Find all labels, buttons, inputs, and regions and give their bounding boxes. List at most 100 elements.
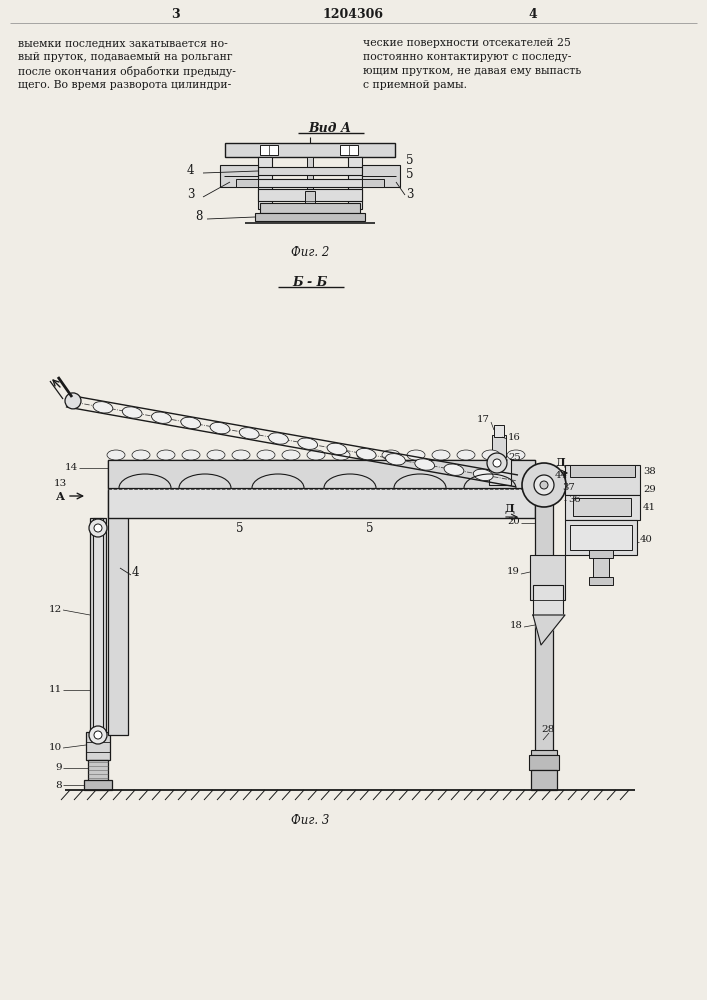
Ellipse shape [122, 407, 142, 418]
Ellipse shape [457, 450, 475, 460]
Text: 4: 4 [132, 566, 139, 580]
Ellipse shape [507, 450, 525, 460]
Text: Вид А: Вид А [308, 121, 351, 134]
Bar [531, 770, 557, 790]
Text: 9: 9 [55, 764, 62, 772]
Text: ющим прутком, не давая ему выпасть: ющим прутком, не давая ему выпасть [363, 66, 581, 76]
Text: щего. Во время разворота цилиндри-: щего. Во время разворота цилиндри- [18, 80, 231, 90]
Text: 5: 5 [366, 522, 374, 534]
Ellipse shape [332, 450, 350, 460]
Text: 40: 40 [640, 536, 653, 544]
Ellipse shape [549, 500, 553, 505]
Text: Фиг. 3: Фиг. 3 [291, 814, 329, 826]
Text: Д: Д [556, 458, 566, 468]
Bar [258, 157, 272, 209]
Ellipse shape [535, 465, 539, 470]
Ellipse shape [385, 454, 405, 465]
Text: 3: 3 [406, 188, 414, 202]
Ellipse shape [549, 465, 553, 470]
Bar [255, 213, 365, 221]
Text: 16: 16 [508, 432, 521, 442]
Text: 12: 12 [49, 605, 62, 614]
Circle shape [487, 453, 507, 473]
Text: постоянно контактируют с последу-: постоянно контактируют с последу- [363, 52, 571, 62]
Bar [88, 760, 108, 782]
Circle shape [65, 393, 81, 409]
Bar [565, 520, 637, 555]
Text: 8: 8 [55, 780, 62, 790]
Ellipse shape [432, 450, 450, 460]
Ellipse shape [542, 502, 546, 506]
Text: А: А [56, 490, 65, 502]
Text: 14: 14 [65, 464, 78, 473]
Text: 18: 18 [510, 620, 523, 630]
Text: 5: 5 [236, 522, 244, 534]
Ellipse shape [382, 450, 400, 460]
Circle shape [540, 481, 548, 489]
Text: 25: 25 [508, 452, 521, 462]
Bar [348, 157, 362, 209]
Text: 38: 38 [643, 468, 656, 477]
Text: 19: 19 [507, 568, 520, 576]
Ellipse shape [535, 500, 539, 505]
Ellipse shape [473, 469, 493, 481]
Text: 17: 17 [477, 416, 490, 424]
Bar [531, 750, 557, 755]
Circle shape [89, 519, 107, 537]
Bar [565, 465, 640, 495]
Ellipse shape [210, 422, 230, 434]
Circle shape [493, 459, 501, 467]
Ellipse shape [415, 459, 435, 470]
Bar [108, 460, 535, 488]
Bar [307, 157, 313, 209]
Ellipse shape [524, 476, 529, 479]
Ellipse shape [444, 464, 464, 475]
Bar [589, 550, 613, 558]
Text: 10: 10 [49, 744, 62, 752]
Text: ческие поверхности отсекателей 25: ческие поверхности отсекателей 25 [363, 38, 571, 48]
Bar [593, 550, 609, 585]
Text: 4: 4 [187, 164, 194, 178]
Ellipse shape [542, 464, 546, 468]
Bar [492, 435, 506, 457]
Ellipse shape [182, 450, 200, 460]
Bar [86, 732, 110, 760]
Bar [258, 189, 362, 201]
Bar [258, 167, 362, 175]
Circle shape [94, 524, 102, 532]
Text: вый пруток, подаваемый на рольганг: вый пруток, подаваемый на рольганг [18, 52, 233, 62]
Circle shape [89, 726, 107, 744]
Bar [108, 490, 128, 735]
Bar [93, 518, 103, 732]
Ellipse shape [157, 450, 175, 460]
Bar [529, 755, 559, 770]
Text: 11: 11 [49, 686, 62, 694]
Bar [570, 465, 635, 477]
Bar [260, 203, 360, 213]
Bar [362, 165, 400, 187]
Bar [489, 455, 511, 485]
Text: 3: 3 [187, 188, 194, 202]
Text: 29: 29 [643, 486, 656, 494]
Ellipse shape [107, 450, 125, 460]
Text: после окончания обработки предыду-: после окончания обработки предыду- [18, 66, 236, 77]
Text: 44: 44 [555, 471, 568, 480]
Circle shape [94, 731, 102, 739]
Text: 41: 41 [643, 504, 656, 512]
Text: 1204306: 1204306 [322, 8, 383, 21]
Text: 37: 37 [562, 484, 575, 492]
Text: 5: 5 [406, 154, 414, 167]
Text: 20: 20 [507, 518, 520, 526]
Bar [565, 495, 640, 520]
Ellipse shape [559, 491, 564, 494]
Bar [305, 191, 315, 211]
Ellipse shape [407, 450, 425, 460]
Bar [340, 145, 358, 155]
Bar [573, 498, 631, 516]
Text: 5: 5 [406, 168, 414, 182]
Text: Фиг. 2: Фиг. 2 [291, 245, 329, 258]
Bar [84, 780, 112, 790]
Text: 3: 3 [170, 8, 180, 21]
Circle shape [534, 475, 554, 495]
Ellipse shape [269, 433, 288, 444]
